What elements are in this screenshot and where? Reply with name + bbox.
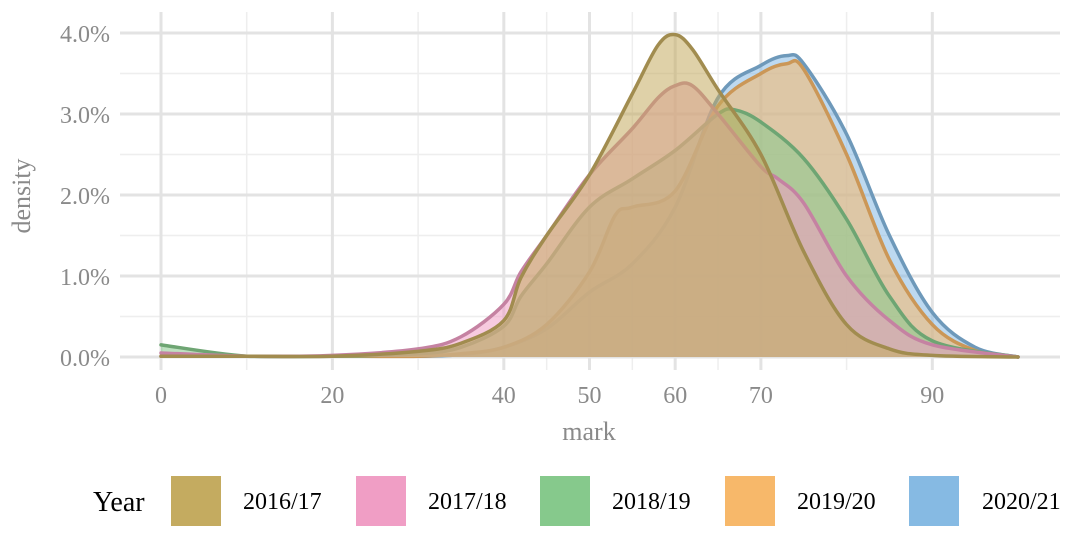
x-tick-label: 50 <box>578 383 602 409</box>
density-line-2016-17 <box>159 32 1020 359</box>
x-axis-title: mark <box>562 417 615 446</box>
y-axis-title: density <box>7 158 36 233</box>
legend-key-2020-21 <box>909 476 959 526</box>
y-tick-label: 1.0% <box>60 265 110 291</box>
legend-label-2018-19: 2018/19 <box>612 489 691 515</box>
legend-key-2016-17 <box>171 476 221 526</box>
legend-title: Year <box>93 487 145 518</box>
x-tick-label: 60 <box>663 383 687 409</box>
y-tick-label: 4.0% <box>60 22 110 48</box>
x-tick-label: 40 <box>492 383 516 409</box>
legend-label-2019-20: 2019/20 <box>797 489 876 515</box>
legend-key-2018-19 <box>540 476 590 526</box>
series-layer <box>159 32 1020 359</box>
x-tick-label: 70 <box>749 383 773 409</box>
legend: Year 2016/17 2017/18 2018/19 2019/20 2020/21 <box>93 476 1061 526</box>
legend-label-2016-17: 2016/17 <box>243 489 322 515</box>
density-area-2016-17 <box>161 34 1018 357</box>
x-tick-label: 20 <box>320 383 344 409</box>
legend-label-2020-21: 2020/21 <box>982 489 1061 515</box>
y-tick-label: 3.0% <box>60 103 110 129</box>
legend-key-2017-18 <box>356 476 406 526</box>
legend-key-2019-20 <box>725 476 775 526</box>
y-tick-label: 0.0% <box>60 346 110 372</box>
axis-layer: 0 20 40 50 60 70 90 0.0% 1.0% 2.0% 3.0% 4.0% <box>60 22 944 409</box>
x-tick-label: 0 <box>155 383 167 409</box>
legend-label-2017-18: 2017/18 <box>428 489 507 515</box>
y-tick-label: 2.0% <box>60 184 110 210</box>
x-tick-label: 90 <box>920 383 944 409</box>
